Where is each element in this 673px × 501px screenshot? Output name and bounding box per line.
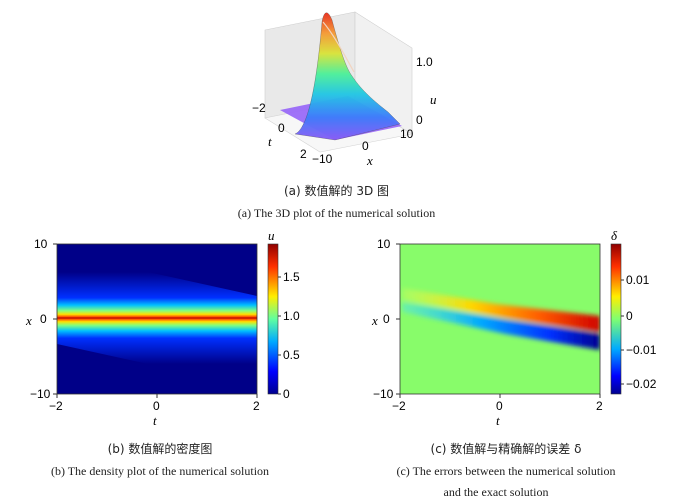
x-tick-2: 10 — [400, 127, 414, 141]
figure-c: −2 0 2 t 10 0 −10 x δ 0.01 0 −0.01 −0.02… — [336, 228, 673, 501]
c-cb-tick-1: 0 — [626, 309, 633, 323]
c-y-tick-0: 10 — [377, 237, 391, 251]
x-tick-0: −10 — [312, 152, 333, 166]
t-tick-2: 2 — [300, 147, 307, 161]
c-cb-tick-2: −0.01 — [626, 343, 657, 357]
c-xlabel: t — [496, 413, 500, 428]
c-x-tick-1: 0 — [496, 399, 503, 413]
t-tick-1: 0 — [278, 121, 285, 135]
density-plot: −2 0 2 t 10 0 −10 x u 0 0.5 1.0 1.5 — [25, 228, 300, 428]
error-positive-band — [402, 288, 600, 332]
caption-c-en-line1: (c) The errors between the numerical sol… — [396, 464, 616, 478]
b-colorbar-label: u — [268, 228, 275, 243]
b-xlabel: t — [153, 413, 157, 428]
b-x-tick-0: −2 — [49, 399, 63, 413]
b-cb-tick-2: 1.0 — [283, 309, 300, 323]
c-y-tick-2: −10 — [373, 387, 394, 401]
caption-a-en: (a) The 3D plot of the numerical solutio… — [237, 206, 436, 220]
ridge-crest — [322, 21, 355, 73]
b-cb-tick-3: 1.5 — [283, 270, 300, 284]
x-tick-1: 0 — [362, 139, 369, 153]
x-axis-label: x — [366, 153, 373, 168]
caption-b-en: (b) The density plot of the numerical so… — [50, 464, 270, 478]
b-cb-tick-1: 0.5 — [283, 348, 300, 362]
c-x-tick-2: 2 — [596, 399, 603, 413]
error-plot: −2 0 2 t 10 0 −10 x δ 0.01 0 −0.01 −0.02 — [371, 228, 657, 428]
caption-b-zh: (b) 数值解的密度图 — [107, 442, 213, 456]
figure-a: −2 0 2 t −10 0 10 x 0 1.0 u (a) 数值解的 3D … — [0, 0, 673, 225]
t-tick-0: −2 — [252, 101, 266, 115]
z-tick-0: 0 — [416, 113, 423, 127]
caption-c-zh: (c) 数值解与精确解的误差 δ — [430, 442, 582, 456]
b-y-tick-0: 10 — [34, 237, 48, 251]
soliton-band — [57, 252, 257, 388]
b-y-tick-1: 0 — [40, 312, 47, 326]
figure-b: −2 0 2 t 10 0 −10 x u 0 0.5 1.0 1.5 (b) … — [0, 228, 336, 501]
c-colorbar — [610, 243, 622, 395]
c-cb-tick-0: 0.01 — [626, 273, 650, 287]
z-tick-1: 1.0 — [416, 55, 433, 69]
z-axis-label: u — [430, 92, 437, 107]
b-colorbar — [267, 243, 279, 395]
c-y-tick-1: 0 — [383, 312, 390, 326]
c-colorbar-label: δ — [611, 228, 618, 243]
caption-c-en-line2: and the exact solution — [443, 485, 549, 499]
c-ylabel: x — [371, 313, 378, 328]
surface-3d-plot: −2 0 2 t −10 0 10 x 0 1.0 u — [252, 11, 437, 168]
b-y-tick-2: −10 — [30, 387, 51, 401]
b-x-tick-2: 2 — [253, 399, 260, 413]
b-x-tick-1: 0 — [153, 399, 160, 413]
caption-a-zh: (a) 数值解的 3D 图 — [283, 184, 390, 198]
c-cb-tick-3: −0.02 — [626, 377, 657, 391]
b-ylabel: x — [25, 313, 32, 328]
c-x-tick-0: −2 — [392, 399, 406, 413]
error-negative-band — [402, 302, 600, 350]
t-axis-label: t — [268, 134, 272, 149]
b-cb-tick-0: 0 — [283, 387, 290, 401]
